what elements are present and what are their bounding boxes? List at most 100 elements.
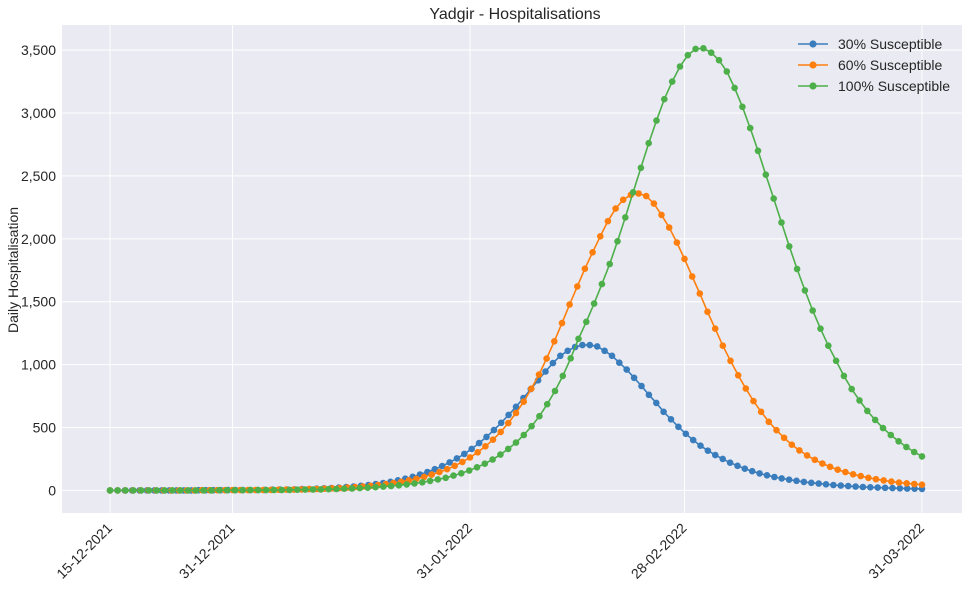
x-tick-label: 28-02-2022 <box>628 520 690 582</box>
data-point <box>169 487 176 494</box>
data-point <box>497 419 505 427</box>
data-point <box>653 117 660 124</box>
data-point <box>583 318 590 326</box>
data-point <box>653 399 660 407</box>
data-point <box>438 462 446 470</box>
data-point <box>395 482 403 489</box>
data-point <box>200 487 207 494</box>
data-point <box>153 487 161 494</box>
data-point <box>811 456 819 464</box>
data-point <box>192 487 200 494</box>
data-point <box>581 265 589 273</box>
data-point <box>815 480 822 487</box>
data-point <box>692 45 699 53</box>
data-point <box>800 478 808 486</box>
data-point <box>520 398 527 406</box>
data-point <box>880 477 887 484</box>
data-point <box>574 283 581 290</box>
data-point <box>675 423 682 431</box>
data-point <box>742 385 750 392</box>
y-tick-label: 3,000 <box>21 105 56 121</box>
data-point <box>340 485 348 493</box>
data-point <box>819 460 826 467</box>
data-point <box>793 265 801 273</box>
data-point <box>604 217 612 225</box>
data-point <box>910 448 918 456</box>
data-point <box>864 407 871 415</box>
data-point <box>106 487 114 494</box>
data-point <box>505 419 512 427</box>
data-point <box>793 477 800 485</box>
data-point <box>612 205 619 212</box>
data-point <box>673 239 681 246</box>
data-point <box>309 486 317 493</box>
data-point <box>450 472 457 479</box>
data-point <box>558 319 566 327</box>
data-point <box>208 487 215 494</box>
y-tick-label: 1,500 <box>21 294 56 310</box>
data-point <box>333 485 340 493</box>
data-point <box>801 287 809 294</box>
data-point <box>849 471 857 478</box>
data-point <box>756 470 763 477</box>
data-point <box>505 411 512 419</box>
data-point <box>887 431 895 439</box>
legend-item: 60% Susceptible <box>798 57 943 73</box>
data-point <box>681 255 688 263</box>
data-point <box>490 426 498 434</box>
data-point <box>715 56 723 64</box>
data-point <box>442 474 450 482</box>
y-tick-label: 1,000 <box>21 357 56 373</box>
data-point <box>903 443 910 451</box>
data-point <box>512 409 520 417</box>
legend-swatch-marker <box>809 40 817 48</box>
series-3 <box>106 45 926 494</box>
data-point <box>903 485 911 492</box>
data-point <box>711 325 719 333</box>
data-point <box>889 484 896 492</box>
data-point <box>239 486 246 494</box>
data-point <box>270 486 278 494</box>
data-point <box>483 433 490 441</box>
y-tick-label: 2,000 <box>21 231 56 247</box>
data-point <box>294 486 301 494</box>
legend-label: 60% Susceptible <box>838 57 943 73</box>
data-point <box>727 357 734 365</box>
data-point <box>566 301 573 308</box>
data-point <box>114 487 122 494</box>
data-point <box>597 233 604 240</box>
data-point <box>903 480 910 487</box>
data-point <box>372 483 379 491</box>
data-point <box>616 359 623 367</box>
data-point <box>443 465 451 473</box>
data-point <box>247 486 254 494</box>
data-point <box>723 68 731 75</box>
data-point <box>606 260 613 268</box>
data-point <box>593 343 601 350</box>
legend: 30% Susceptible 60% Susceptible 100% Susce… <box>798 36 950 94</box>
data-point <box>512 439 520 446</box>
data-point <box>684 51 692 59</box>
data-point <box>637 164 645 172</box>
data-point <box>771 473 778 481</box>
data-point <box>837 482 845 489</box>
data-point <box>436 468 443 476</box>
data-point <box>466 454 474 461</box>
data-point <box>278 486 286 494</box>
y-tick-label: 3,500 <box>21 42 56 58</box>
data-point <box>834 466 841 474</box>
data-point <box>231 486 239 494</box>
data-point <box>660 408 667 416</box>
data-point <box>773 426 780 434</box>
data-point <box>872 475 880 483</box>
data-point <box>739 103 746 111</box>
data-point <box>451 462 459 470</box>
x-tick-label: 31-12-2021 <box>176 520 238 582</box>
data-point <box>825 342 832 350</box>
data-point <box>895 479 903 486</box>
data-point <box>411 480 418 487</box>
data-point <box>719 455 726 463</box>
data-point <box>551 387 559 395</box>
data-point <box>489 436 497 444</box>
data-point <box>589 249 596 256</box>
